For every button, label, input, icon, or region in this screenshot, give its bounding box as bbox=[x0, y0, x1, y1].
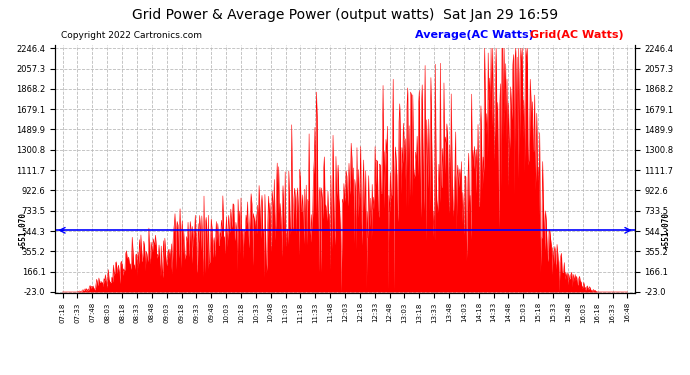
Text: +551.070: +551.070 bbox=[19, 212, 28, 249]
Text: Average(AC Watts): Average(AC Watts) bbox=[415, 30, 533, 40]
Text: Grid(AC Watts): Grid(AC Watts) bbox=[531, 30, 624, 40]
Text: Grid Power & Average Power (output watts)  Sat Jan 29 16:59: Grid Power & Average Power (output watts… bbox=[132, 8, 558, 21]
Text: +551.070: +551.070 bbox=[662, 212, 671, 249]
Text: Copyright 2022 Cartronics.com: Copyright 2022 Cartronics.com bbox=[61, 31, 202, 40]
